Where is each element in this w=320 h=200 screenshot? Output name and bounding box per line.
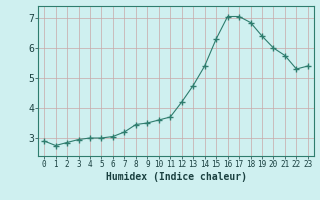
- X-axis label: Humidex (Indice chaleur): Humidex (Indice chaleur): [106, 172, 246, 182]
